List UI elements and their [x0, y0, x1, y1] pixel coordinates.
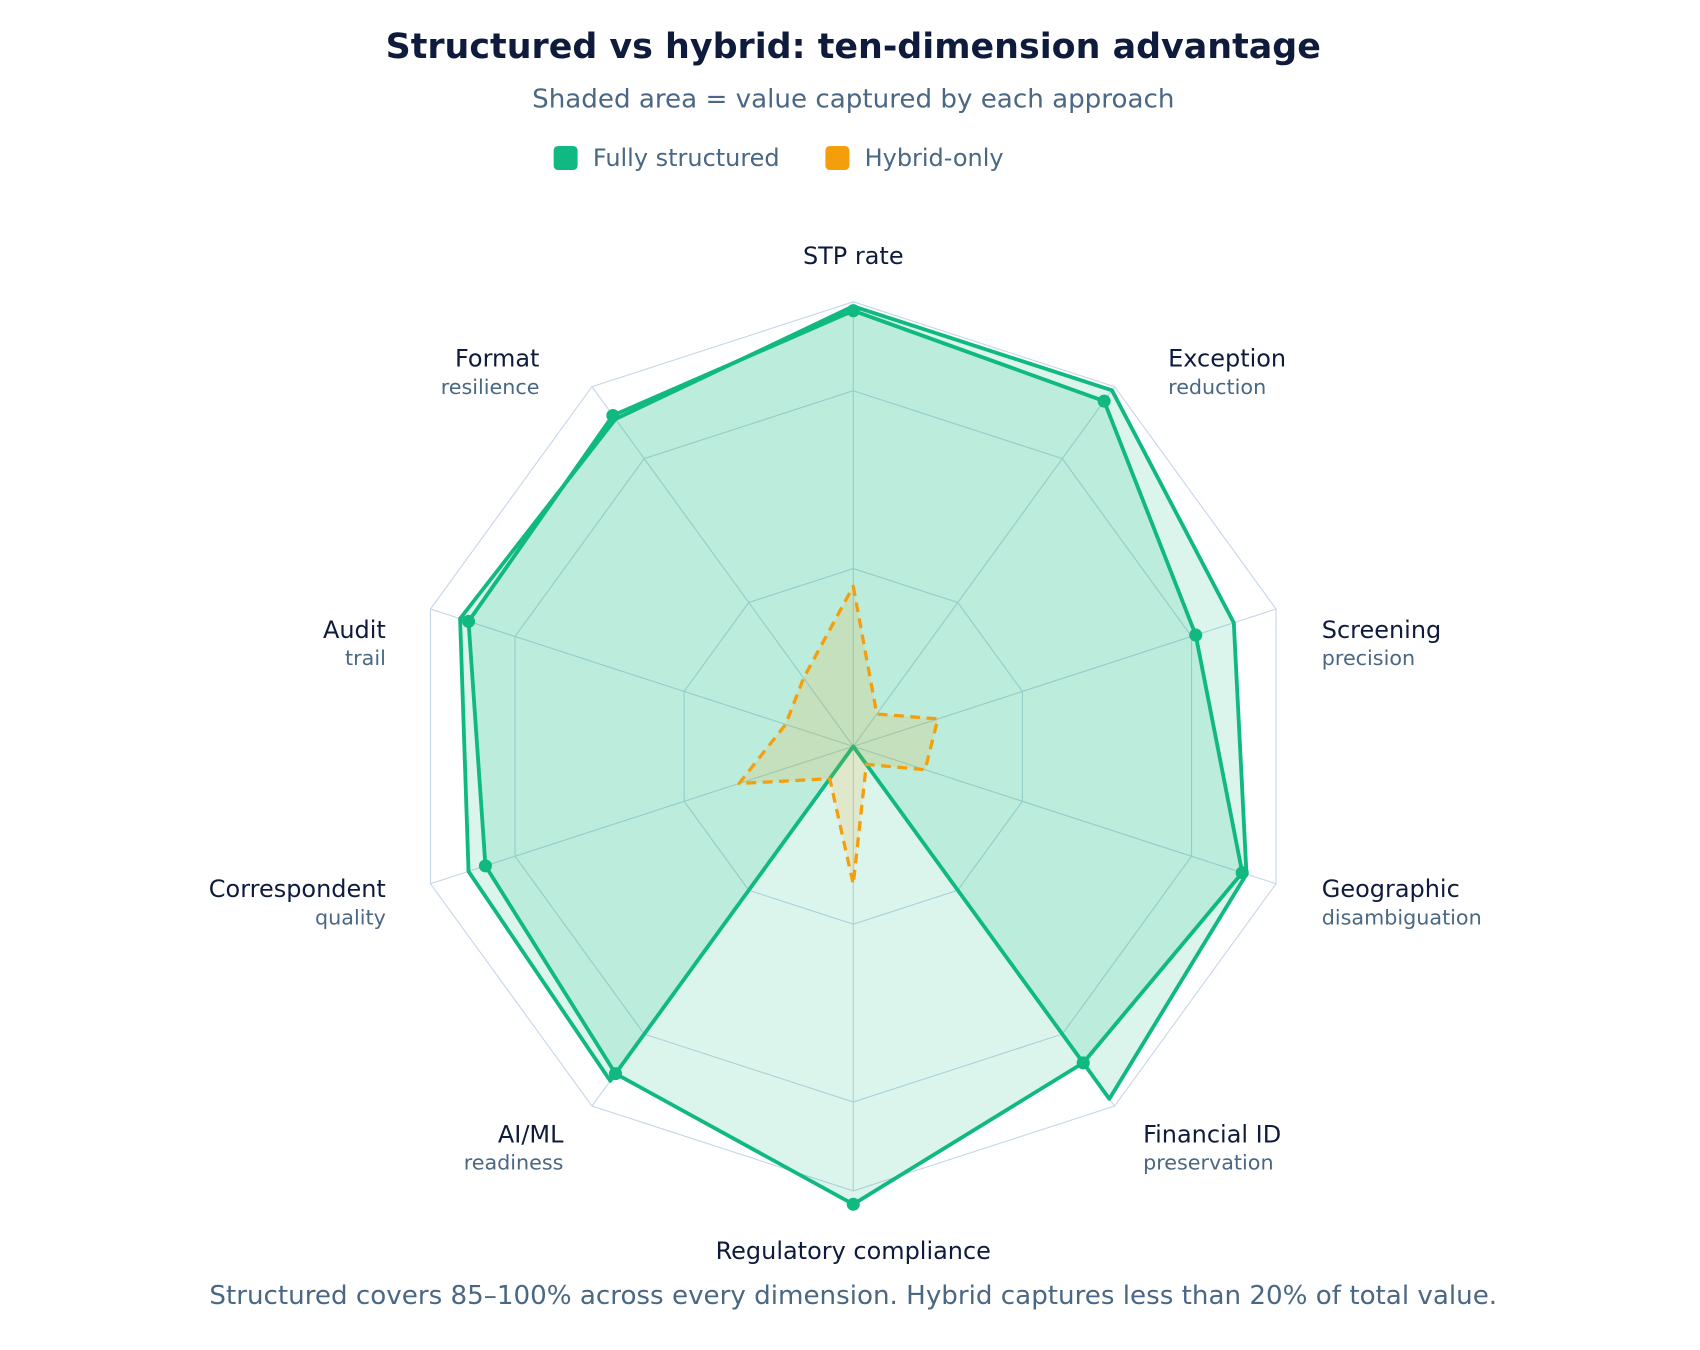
axis-sublabel: disambiguation [1322, 906, 1482, 930]
point [461, 614, 476, 628]
axis-label: STP rate [803, 242, 904, 270]
spoke [430, 745, 854, 885]
spoke [853, 608, 1277, 747]
point [1097, 394, 1111, 408]
legend-swatch [553, 146, 578, 170]
legend-label: Hybrid-only [865, 144, 1004, 172]
axis-sublabel: precision [1322, 646, 1415, 670]
chart-title: Structured vs hybrid: ten-dimension adva… [386, 27, 1321, 67]
axis-label: Correspondent [209, 875, 386, 903]
chart-subtitle: Shaded area = value captured by each app… [532, 85, 1174, 115]
spoke [430, 608, 854, 747]
point [1189, 628, 1203, 642]
axis-sublabel: resilience [441, 375, 540, 399]
axis-sublabel: reduction [1168, 375, 1266, 399]
spoke [852, 386, 1116, 747]
point [846, 1197, 860, 1211]
axis-sublabel: quality [315, 906, 386, 930]
spoke [591, 386, 854, 747]
axis-label: Geographic [1322, 875, 1460, 903]
legend-label: Fully structured [593, 144, 780, 172]
point [478, 859, 492, 873]
axis-label: Audit [323, 616, 386, 644]
legend-swatch [825, 146, 850, 170]
series-area [737, 584, 940, 886]
series-area [458, 304, 1249, 1101]
axis-label: Financial ID [1143, 1120, 1281, 1148]
axis-label: Screening [1322, 616, 1441, 644]
axis-label: Regulatory compliance [716, 1237, 991, 1265]
axis-label: Format [455, 345, 539, 373]
spoke [853, 745, 1277, 885]
axis-label: AI/ML [498, 1120, 564, 1148]
axis-label: Exception [1168, 345, 1286, 373]
axis-sublabel: readiness [464, 1151, 564, 1175]
axis-sublabel: preservation [1143, 1151, 1273, 1175]
axis-sublabel: trail [345, 646, 386, 670]
footnote: Structured covers 85–100% across every d… [209, 1281, 1497, 1311]
